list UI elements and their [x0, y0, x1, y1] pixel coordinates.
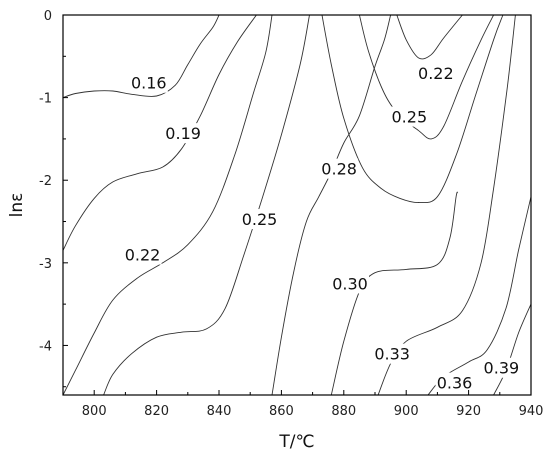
contour-label-halo — [240, 209, 279, 230]
contour-label-0.25: 0.25 — [242, 210, 278, 229]
contour-label-halo — [164, 123, 203, 144]
contour-line-0.30 — [330, 191, 459, 396]
contour-label-halo — [390, 106, 429, 127]
contour-label-0.25: 0.25 — [392, 108, 428, 127]
contour-label-0.22: 0.22 — [418, 64, 454, 83]
contour-label-0.19: 0.19 — [165, 124, 201, 143]
x-tick-label: 920 — [456, 404, 481, 419]
contour-label-0.39: 0.39 — [484, 359, 520, 378]
y-tick-label: 0 — [44, 9, 52, 24]
contour-labels: 0.16 0.19 0.22 0.25 0.28 0.30 0.33 0.36 0.39 0.22… — [123, 62, 521, 393]
contour-label-0.28: 0.28 — [321, 160, 357, 179]
contour-label-0.30: 0.30 — [332, 274, 368, 293]
x-tick-label: 900 — [394, 404, 419, 419]
contour-label-halo — [129, 72, 168, 93]
x-tick-label: 940 — [519, 404, 544, 419]
plot-frame — [62, 14, 532, 396]
y-axis-ticks: 0 -1 -2 -3 -4 — [39, 9, 68, 388]
contour-label-halo — [482, 357, 521, 378]
contour-line-0.25 — [358, 14, 495, 140]
y-tick-label: -4 — [39, 339, 52, 354]
contour-lines — [62, 14, 532, 396]
x-tick-label: 860 — [269, 404, 294, 419]
contour-line-0.16 — [62, 14, 220, 99]
contour-label-0.22: 0.22 — [125, 246, 161, 265]
x-tick-label: 840 — [207, 404, 232, 419]
contour-line-0.22 — [62, 14, 273, 396]
x-axis-title: T/℃ — [278, 432, 314, 452]
y-axis-title: lnε — [7, 193, 27, 218]
contour-line-0.22 — [396, 14, 463, 60]
contour-line-0.25 — [103, 14, 310, 396]
contour-label-halo — [123, 244, 162, 265]
y-tick-label: -2 — [39, 174, 52, 189]
x-axis-ticks: 800 820 840 860 880 900 920 940 — [62, 390, 544, 419]
x-tick-label: 880 — [331, 404, 356, 419]
y-tick-label: -3 — [39, 257, 52, 272]
x-tick-label: 800 — [82, 404, 107, 419]
contour-label-halo — [435, 372, 474, 393]
contour-line-0.39 — [493, 303, 532, 396]
contour-line-0.28 — [321, 14, 504, 204]
contour-label-0.36: 0.36 — [437, 374, 473, 393]
x-tick-label: 820 — [144, 404, 169, 419]
contour-label-0.16: 0.16 — [131, 74, 167, 93]
contour-label-halo — [320, 158, 359, 179]
contour-label-halo — [331, 273, 370, 294]
contour-line-0.19 — [62, 14, 257, 251]
contour-label-halo — [416, 62, 455, 83]
contour-label-0.33: 0.33 — [374, 345, 410, 364]
contour-label-halo — [373, 343, 412, 364]
y-tick-label: -1 — [39, 92, 52, 107]
contour-line-0.28 — [271, 14, 392, 396]
